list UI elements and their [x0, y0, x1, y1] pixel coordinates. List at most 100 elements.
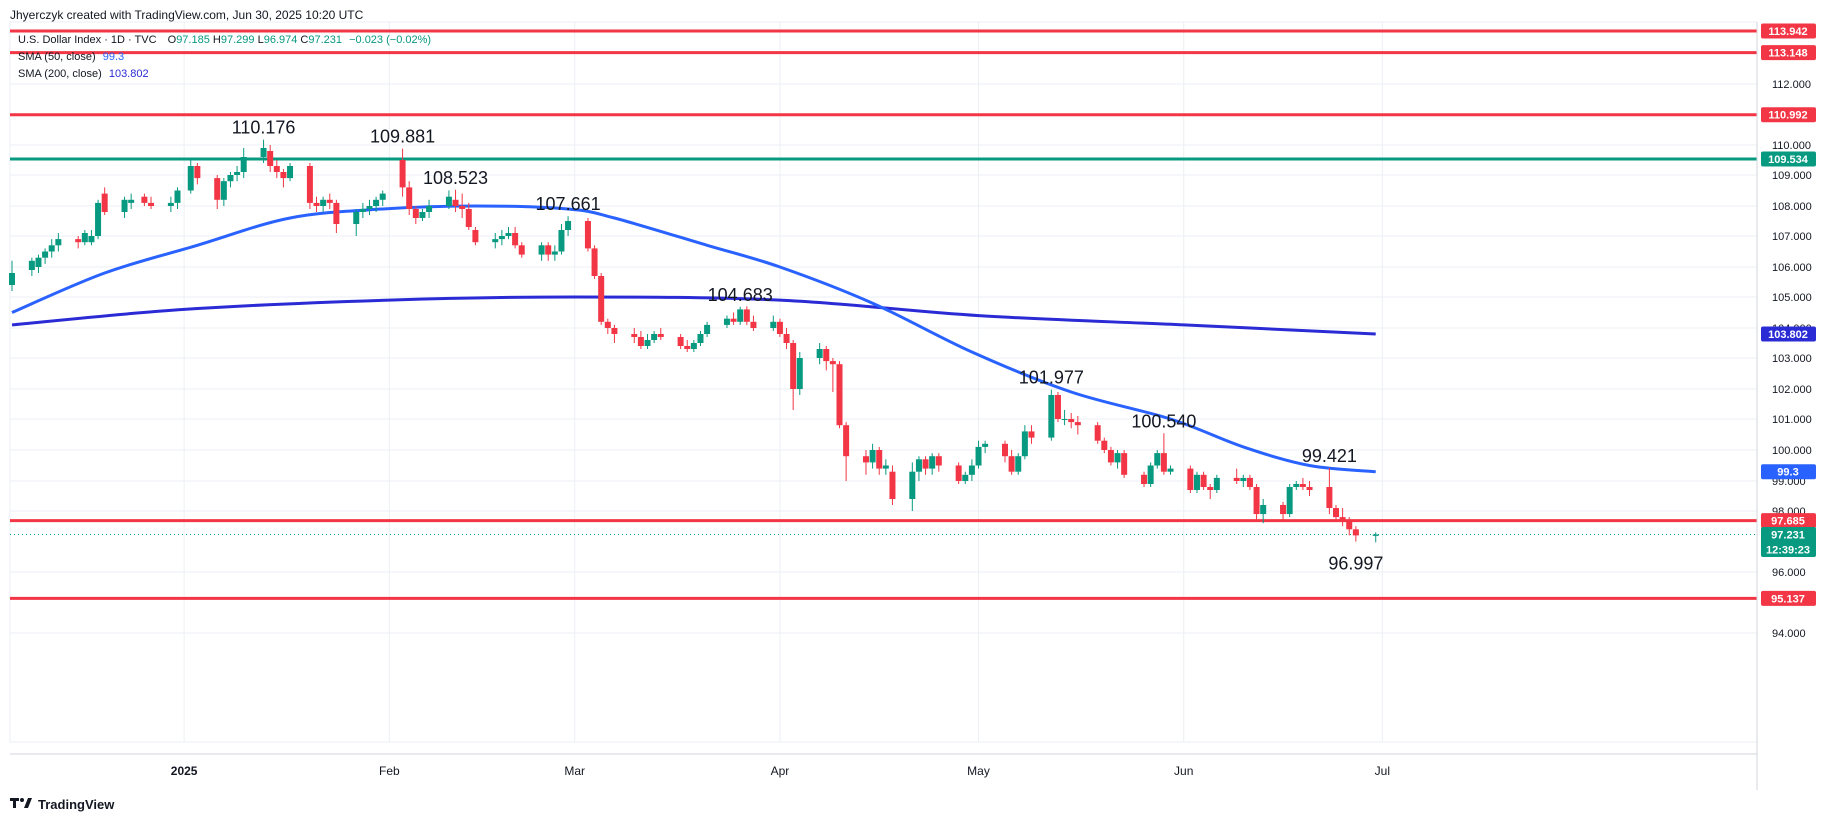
candle[interactable]: [829, 358, 836, 392]
candle[interactable]: [518, 242, 525, 258]
candle[interactable]: [915, 456, 922, 481]
candle[interactable]: [1253, 484, 1260, 521]
candle[interactable]: [88, 230, 95, 246]
candle[interactable]: [737, 306, 744, 325]
candle[interactable]: [260, 139, 267, 163]
candle[interactable]: [187, 160, 194, 194]
candle[interactable]: [1207, 484, 1214, 499]
candle[interactable]: [796, 352, 803, 395]
candle[interactable]: [419, 209, 426, 221]
candle[interactable]: [909, 462, 916, 511]
candle[interactable]: [770, 315, 777, 331]
candle[interactable]: [1246, 474, 1253, 490]
candle[interactable]: [1280, 502, 1287, 521]
candle[interactable]: [657, 328, 664, 340]
candle[interactable]: [1114, 450, 1121, 469]
candle[interactable]: [1339, 508, 1346, 527]
candle[interactable]: [1048, 389, 1055, 441]
candle[interactable]: [591, 245, 598, 279]
candle[interactable]: [81, 230, 88, 246]
candle[interactable]: [28, 257, 35, 276]
candle[interactable]: [101, 187, 108, 215]
candle[interactable]: [167, 196, 174, 212]
candle[interactable]: [234, 166, 241, 182]
candle[interactable]: [240, 148, 247, 179]
candle[interactable]: [545, 242, 552, 261]
candle[interactable]: [551, 245, 558, 261]
candle[interactable]: [359, 202, 366, 218]
candle[interactable]: [816, 343, 823, 365]
candle[interactable]: [776, 318, 783, 337]
candle[interactable]: [1154, 450, 1161, 469]
candle[interactable]: [280, 169, 287, 188]
candle[interactable]: [962, 471, 969, 484]
candle[interactable]: [141, 193, 148, 206]
candle[interactable]: [1061, 410, 1068, 426]
candle[interactable]: [42, 248, 49, 264]
candle[interactable]: [1193, 471, 1200, 493]
candle[interactable]: [426, 199, 433, 218]
candle[interactable]: [935, 453, 942, 472]
candle[interactable]: [1233, 468, 1240, 484]
candle[interactable]: [333, 199, 340, 233]
candle[interactable]: [194, 163, 201, 185]
candle[interactable]: [366, 199, 373, 215]
candle[interactable]: [651, 331, 658, 343]
candle[interactable]: [399, 148, 406, 197]
candle[interactable]: [287, 163, 294, 182]
candle[interactable]: [267, 145, 274, 172]
candle[interactable]: [1107, 446, 1114, 466]
candle[interactable]: [452, 189, 459, 212]
candle[interactable]: [1167, 465, 1174, 475]
candle[interactable]: [9, 260, 15, 291]
candle[interactable]: [1187, 465, 1194, 494]
legend-sma200-label[interactable]: SMA (200, close): [18, 68, 102, 80]
candle[interactable]: [743, 306, 750, 325]
candle[interactable]: [723, 315, 730, 328]
candle[interactable]: [631, 328, 638, 343]
candle[interactable]: [843, 422, 850, 481]
candle[interactable]: [214, 175, 221, 209]
candle[interactable]: [1021, 425, 1028, 460]
candle[interactable]: [637, 331, 644, 349]
candle[interactable]: [121, 196, 128, 218]
candle[interactable]: [1121, 450, 1128, 478]
candle[interactable]: [1333, 505, 1339, 521]
candle[interactable]: [1293, 481, 1300, 490]
candle[interactable]: [558, 224, 565, 255]
candle[interactable]: [823, 346, 830, 371]
candle[interactable]: [611, 324, 618, 343]
candle[interactable]: [55, 233, 62, 252]
candle[interactable]: [465, 202, 472, 230]
candle[interactable]: [148, 196, 155, 209]
candle[interactable]: [406, 181, 413, 215]
candle[interactable]: [492, 233, 499, 249]
candle[interactable]: [1286, 484, 1293, 518]
candle[interactable]: [412, 206, 419, 224]
candle[interactable]: [1028, 425, 1035, 444]
candle[interactable]: [704, 321, 711, 337]
candle[interactable]: [565, 216, 572, 236]
candle[interactable]: [1068, 413, 1075, 429]
candle[interactable]: [1002, 440, 1008, 463]
candle[interactable]: [220, 178, 227, 206]
candle[interactable]: [373, 196, 380, 212]
candle[interactable]: [320, 196, 327, 212]
candle[interactable]: [968, 459, 975, 481]
legend-sma200-row[interactable]: SMA (200, close) 103.802: [18, 68, 149, 80]
legend-sma50-label[interactable]: SMA (50, close): [18, 51, 96, 63]
candle[interactable]: [730, 312, 737, 325]
candle[interactable]: [1352, 526, 1359, 542]
candle[interactable]: [697, 331, 704, 346]
candle[interactable]: [604, 318, 611, 334]
candle[interactable]: [750, 315, 757, 331]
candle[interactable]: [1260, 499, 1267, 524]
candle[interactable]: [459, 193, 466, 218]
candle[interactable]: [95, 199, 102, 240]
candle[interactable]: [505, 227, 512, 240]
candle[interactable]: [1141, 471, 1148, 487]
candle[interactable]: [975, 440, 982, 469]
candle[interactable]: [379, 190, 386, 207]
candle[interactable]: [48, 239, 55, 258]
